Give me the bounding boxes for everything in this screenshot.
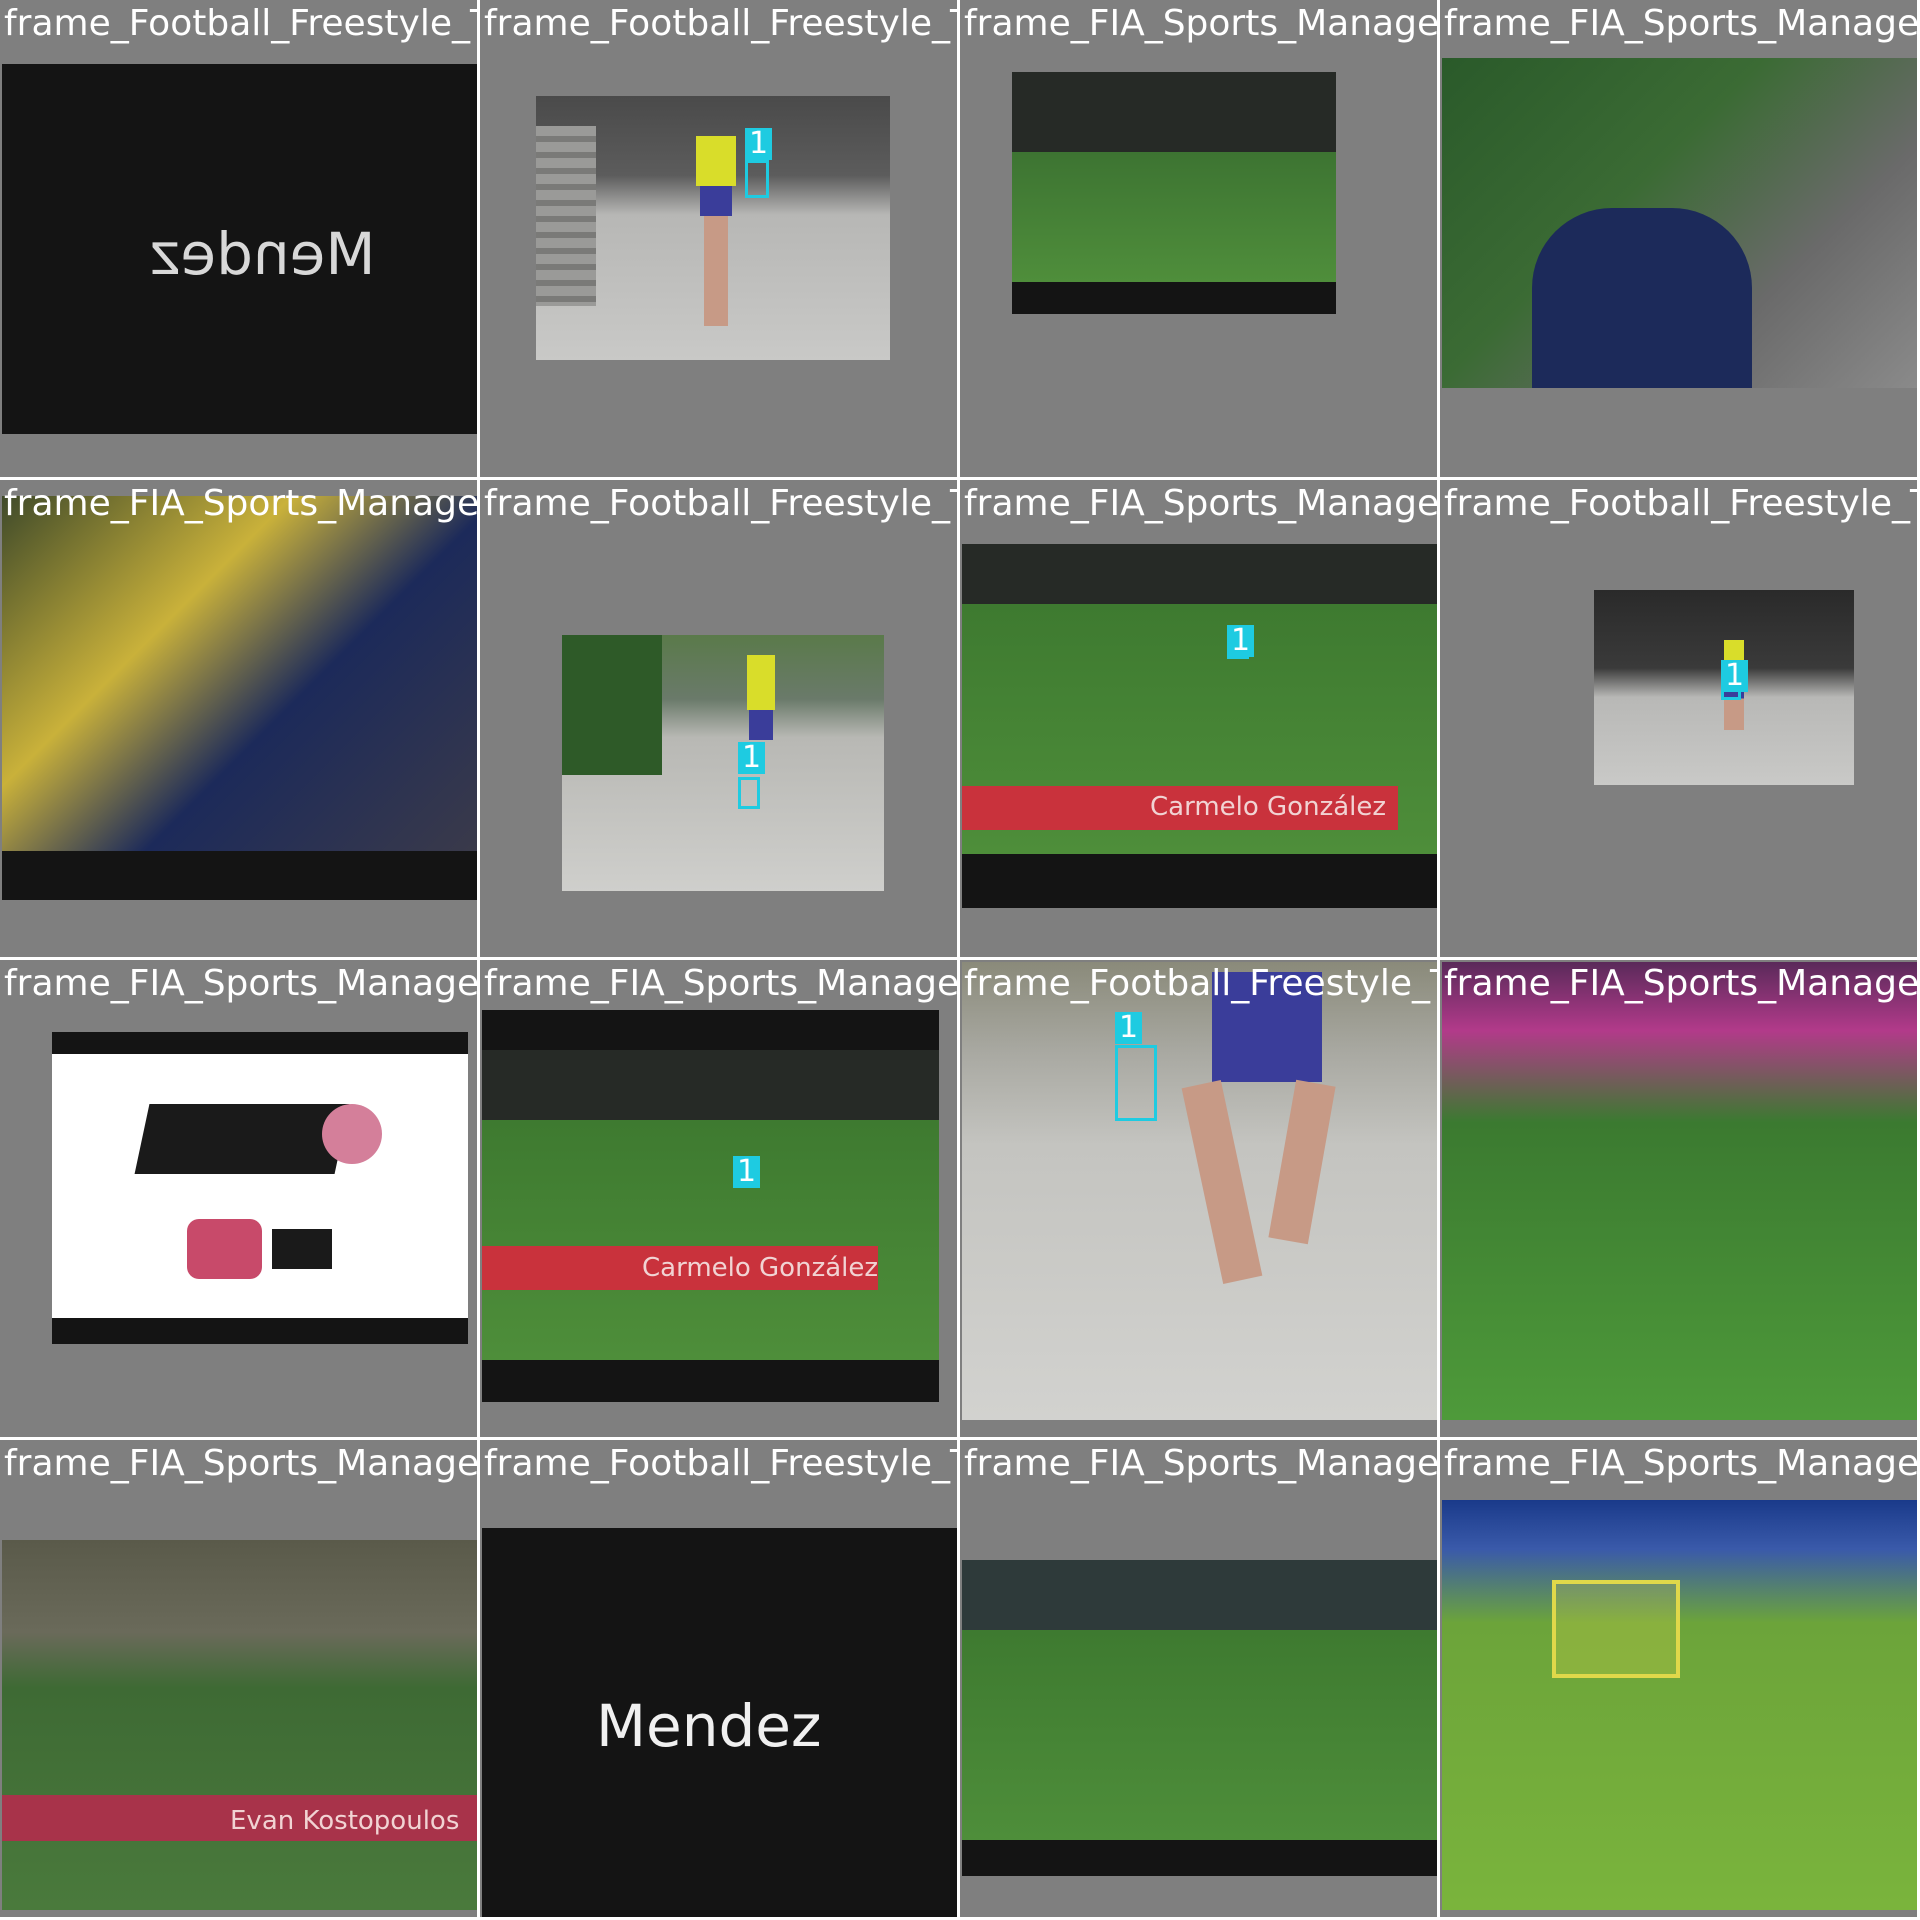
fia-logo — [134, 1084, 382, 1194]
tile-caption: frame_FIA_Sports_Management — [1444, 3, 1917, 44]
video-frame — [562, 635, 884, 891]
video-frame — [52, 1032, 468, 1344]
tile-caption: frame_Football_Freestyle_Tricks_0410.jpg — [484, 3, 957, 44]
freestyler-legs — [1181, 972, 1342, 1312]
name-banner — [482, 1246, 878, 1290]
grid-tile: 1 frame_Football_Freestyle_Tricks_0930.j… — [960, 960, 1437, 1437]
goal-net — [1552, 1580, 1680, 1678]
grid-tile: 1 frame_Football_Freestyle_T — [1440, 480, 1917, 957]
grid-tile: 1 frame_Football_Freestyle_Tricks_0410.j… — [480, 0, 957, 477]
tile-caption: frame_Football_Freestyle_T — [1444, 483, 1917, 524]
grid-tile: frame_FIA_Sports_Management_0910.jpg — [960, 0, 1437, 477]
freestyler-player — [696, 136, 736, 326]
pitch — [962, 1630, 1437, 1840]
tile-caption: frame_Football_Freestyle_Tricks_0050.jpg — [484, 1443, 957, 1484]
grid-tile: frame_FIA_Sports_Management — [1440, 1440, 1917, 1917]
stadium-crowd — [962, 1560, 1437, 1630]
video-frame — [2, 1540, 477, 1910]
detection-label: 1 — [1115, 1012, 1143, 1044]
player-jersey — [1532, 208, 1752, 388]
detection-box — [738, 777, 760, 809]
grid-tile: frame_FIA_Sports_Management — [1440, 960, 1917, 1437]
youtube-logo — [187, 1219, 337, 1279]
video-frame — [1442, 58, 1917, 388]
detection-label: 1 — [733, 1156, 761, 1188]
detection-box — [1115, 1045, 1157, 1121]
grid-tile: Carmelo González 1 frame_FIA_Sports_Mana… — [480, 960, 957, 1437]
grid-tile: frame_FIA_Sports_Management_0470.jpg — [0, 480, 477, 957]
video-frame — [1442, 1500, 1917, 1910]
detection-label: 1 — [738, 742, 766, 774]
video-frame — [2, 64, 477, 434]
name-banner — [2, 1795, 477, 1841]
video-frame — [962, 544, 1437, 908]
tile-caption: frame_Football_Freestyle_Tricks_0930.jpg — [964, 963, 1437, 1004]
tile-caption: frame_FIA_Sports_Management — [1444, 963, 1917, 1004]
tile-caption: frame_FIA_Sports_Management_0200.jpg — [964, 1443, 1437, 1484]
tile-caption: frame_FIA_Sports_Management_0470.jpg — [4, 483, 477, 524]
detection-label: 1 — [1721, 660, 1749, 692]
tile-caption: frame_Football_Freestyle_Tricks_0070.jpg — [4, 3, 477, 44]
title-text: Mendez — [596, 1692, 822, 1760]
pitch — [1012, 152, 1336, 282]
grid-tile: frame_FIA_Sports_Management — [1440, 0, 1917, 477]
grid-tile: frame_FIA_Sports_Management_0060.jpg — [0, 960, 477, 1437]
video-frame — [962, 1560, 1437, 1876]
freestyler-player — [747, 655, 775, 795]
stadium-crowd — [962, 544, 1437, 604]
video-frame — [482, 1528, 957, 1917]
tile-caption: frame_FIA_Sports_Management — [1444, 1443, 1917, 1484]
name-banner — [962, 786, 1398, 830]
hedge — [562, 635, 662, 775]
tile-caption: frame_FIA_Sports_Management_0840.jpg — [484, 963, 957, 1004]
grid-tile: Evan Kostopoulos frame_FIA_Sports_Manage… — [0, 1440, 477, 1917]
grid-tile: 1 frame_Football_Freestyle_Tricks_0600.j… — [480, 480, 957, 957]
logo-card — [52, 1054, 468, 1318]
detection-label: 1 — [1227, 625, 1255, 657]
grid-tile: frame_FIA_Sports_Management_0200.jpg — [960, 1440, 1437, 1917]
celebrating-players — [2, 496, 477, 851]
grid-tile: Mendez frame_Football_Freestyle_Tricks_0… — [0, 0, 477, 477]
detection-label: 1 — [745, 128, 773, 160]
tile-caption: frame_Football_Freestyle_Tricks_0600.jpg — [484, 483, 957, 524]
video-frame — [962, 962, 1437, 1420]
stairs — [536, 126, 596, 306]
detection-box — [745, 160, 769, 198]
banner-name: Carmelo González — [1150, 792, 1387, 822]
video-frame — [1012, 72, 1336, 314]
tile-caption: frame_FIA_Sports_Management_0060.jpg — [4, 963, 477, 1004]
tile-caption: frame_FIA_Sports_Management_0940.jpg — [4, 1443, 477, 1484]
mirrored-title-text: Mendez — [150, 220, 376, 288]
tile-caption: frame_FIA_Sports_Management_0910.jpg — [964, 3, 1437, 44]
video-frame — [536, 96, 890, 360]
video-frame — [1442, 962, 1917, 1420]
grid-tile: Carmelo González 1 frame_FIA_Sports_Mana… — [960, 480, 1437, 957]
video-frame — [2, 496, 477, 900]
banner-name: Carmelo González — [642, 1253, 879, 1283]
stadium-crowd — [482, 1050, 939, 1120]
banner-name: Evan Kostopoulos — [230, 1806, 460, 1836]
stadium-crowd — [1012, 72, 1336, 152]
video-frame — [482, 1010, 939, 1402]
pitch — [482, 1120, 939, 1360]
tile-caption: frame_FIA_Sports_Management_0850.jpg — [964, 483, 1437, 524]
grid-tile: Mendez frame_Football_Freestyle_Tricks_0… — [480, 1440, 957, 1917]
